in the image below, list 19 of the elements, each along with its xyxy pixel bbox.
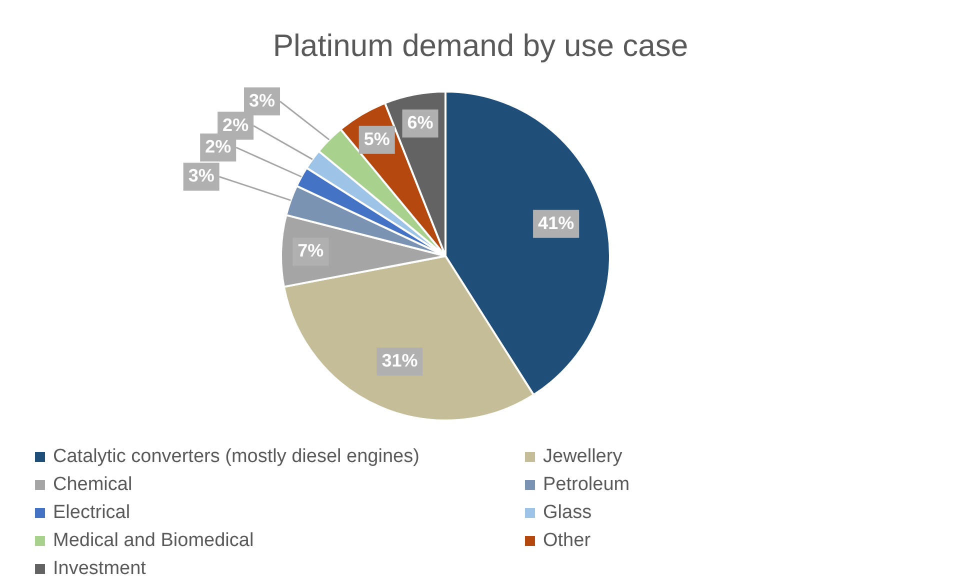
data-label: 7% — [298, 240, 324, 261]
data-label: 2% — [222, 114, 249, 135]
legend-label: Other — [543, 530, 591, 552]
legend-label: Chemical — [53, 474, 132, 496]
data-label: 3% — [188, 166, 214, 186]
data-label: 6% — [407, 112, 434, 132]
legend-label: Petroleum — [543, 474, 630, 496]
legend-label: Medical and Biomedical — [53, 530, 254, 552]
legend-label: Catalytic converters (mostly diesel engines) — [53, 446, 420, 468]
data-label: 5% — [364, 128, 390, 149]
data-label: 41% — [538, 212, 574, 233]
data-label: 3% — [249, 90, 276, 110]
legend-label: Electrical — [53, 502, 130, 524]
legend-label: Investment — [53, 558, 146, 578]
data-label: 31% — [382, 350, 418, 371]
chart-title: Platinum demand by use case — [272, 28, 690, 64]
data-label: 2% — [205, 136, 232, 156]
legend-label: Jewellery — [543, 446, 622, 468]
legend-label: Glass — [543, 502, 592, 524]
